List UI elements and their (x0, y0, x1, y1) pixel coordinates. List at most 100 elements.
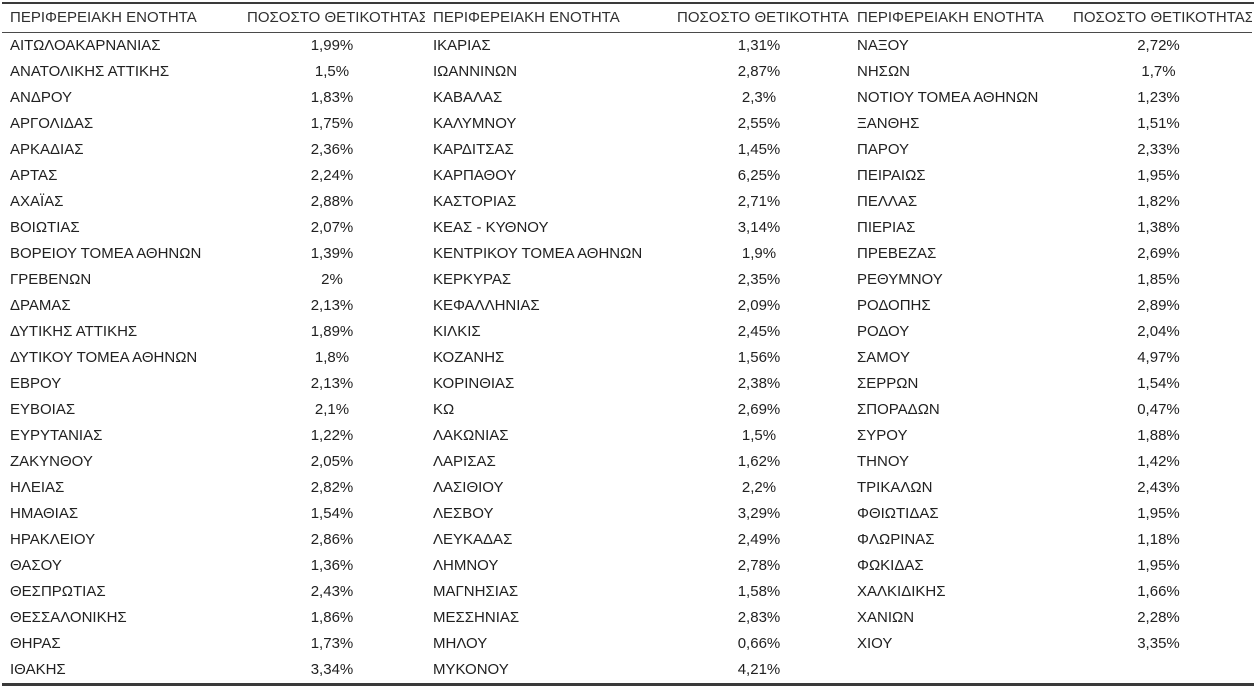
region-cell: ΦΘΙΩΤΙΔΑΣ (857, 505, 939, 522)
positivity-cell: 1,86% (310, 609, 354, 626)
region-cell: ΚΙΛΚΙΣ (433, 323, 481, 340)
region-cell: ΕΥΡΥΤΑΝΙΑΣ (10, 427, 103, 444)
positivity-cell: 2,45% (737, 323, 781, 340)
region-cell: ΙΘΑΚΗΣ (10, 661, 66, 678)
positivity-cell: 1,95% (1137, 167, 1180, 184)
region-cell: ΚΩ (433, 401, 455, 418)
positivity-cell: 2,71% (737, 193, 781, 210)
column-header-positivity-2: ΠΟΣΟΣΤΟ ΘΕΤΙΚΟΤΗΤΑΣ (669, 4, 849, 33)
column-header-region-2: ΠΕΡΙΦΕΡΕΙΑΚΗ ΕΝΟΤΗΤΑ (425, 4, 669, 33)
region-cell: ΘΕΣΣΑΛΟΝΙΚΗΣ (10, 609, 127, 626)
positivity-cell: 2,49% (737, 531, 781, 548)
region-cell: ΚΕΦΑΛΛΗΝΙΑΣ (433, 297, 540, 314)
positivity-cell: 2,13% (310, 297, 354, 314)
positivity-cell: 2,55% (737, 115, 781, 132)
positivity-cell: 2,28% (1137, 609, 1180, 626)
region-cell: ΚΟΡΙΝΘΙΑΣ (433, 375, 515, 392)
column-header-positivity-3: ΠΟΣΟΣΤΟ ΘΕΤΙΚΟΤΗΤΑΣ (1065, 4, 1252, 33)
region-cell: ΦΩΚΙΔΑΣ (857, 557, 924, 574)
positivity-cell: 2,05% (310, 453, 354, 470)
region-cell: ΛΑΚΩΝΙΑΣ (433, 427, 509, 444)
positivity-cell: 1,73% (310, 635, 354, 652)
region-cell: ΕΥΒΟΙΑΣ (10, 401, 76, 418)
region-cell: ΚΕΡΚΥΡΑΣ (433, 271, 512, 288)
positivity-cell: 1,18% (1137, 531, 1180, 548)
region-cell: ΝΟΤΙΟΥ ΤΟΜΕΑ ΑΘΗΝΩΝ (857, 89, 1039, 106)
region-cell: ΠΕΛΛΑΣ (857, 193, 918, 210)
positivity-cell: 2,69% (1137, 245, 1180, 262)
region-cell: ΑΝΑΤΟΛΙΚΗΣ ΑΤΤΙΚΗΣ (10, 63, 170, 80)
region-cell: ΒΟΙΩΤΙΑΣ (10, 219, 80, 236)
region-cell: ΑΝΔΡΟΥ (10, 89, 73, 106)
region-cell: ΕΒΡΟΥ (10, 375, 62, 392)
positivity-cell: 1,75% (310, 115, 354, 132)
positivity-cell: 1,22% (310, 427, 354, 444)
region-cell: ΠΕΙΡΑΙΩΣ (857, 167, 926, 184)
positivity-cell: 1,45% (737, 141, 781, 158)
region-cell: ΧΑΝΙΩΝ (857, 609, 915, 626)
positivity-cell: 0,66% (737, 635, 781, 652)
positivity-cell: 6,25% (737, 167, 781, 184)
positivity-cell: 1,23% (1137, 89, 1180, 106)
positivity-cell: 1,7% (1141, 63, 1176, 80)
region-cell: ΘΑΣΟΥ (10, 557, 62, 574)
positivity-cell: 2,38% (737, 375, 781, 392)
positivity-cell: 1,51% (1137, 115, 1180, 132)
positivity-cell: 1,66% (1137, 583, 1180, 600)
region-cell: ΚΑΡΔΙΤΣΑΣ (433, 141, 514, 158)
positivity-cell: 1,54% (1137, 375, 1180, 392)
positivity-cell: 1,54% (310, 505, 354, 522)
region-cell: ΣΕΡΡΩΝ (857, 375, 919, 392)
positivity-cell: 1,8% (314, 349, 350, 366)
positivity-table-grid: ΠΕΡΙΦΕΡΕΙΑΚΗ ΕΝΟΤΗΤΑ ΠΟΣΟΣΤΟ ΘΕΤΙΚΟΤΗΤΑΣ… (2, 4, 1254, 683)
positivity-cell: 2,83% (737, 609, 781, 626)
positivity-cell: 1,89% (310, 323, 354, 340)
positivity-cell: 1,39% (310, 245, 354, 262)
region-cell: ΤΗΝΟΥ (857, 453, 910, 470)
region-cell: ΚΕΑΣ - ΚΥΘΝΟΥ (433, 219, 549, 236)
positivity-cell: 2,07% (310, 219, 354, 236)
positivity-cell: 2,89% (1137, 297, 1180, 314)
positivity-cell: 3,29% (737, 505, 781, 522)
region-cell: ΘΕΣΠΡΩΤΙΑΣ (10, 583, 106, 600)
positivity-cell: 2,33% (1137, 141, 1180, 158)
region-cell: ΦΛΩΡΙΝΑΣ (857, 531, 935, 548)
region-cell: ΜΑΓΝΗΣΙΑΣ (433, 583, 519, 600)
region-cell: ΚΑΛΥΜΝΟΥ (433, 115, 517, 132)
positivity-cell: 2% (321, 271, 343, 288)
positivity-cell: 1,82% (1137, 193, 1180, 210)
region-cell: ΘΗΡΑΣ (10, 635, 61, 652)
positivity-cell: 1,95% (1137, 557, 1180, 574)
positivity-cell: 1,56% (737, 349, 781, 366)
region-cell: ΗΡΑΚΛΕΙΟΥ (10, 531, 96, 548)
column-header-positivity-1: ΠΟΣΟΣΤΟ ΘΕΤΙΚΟΤΗΤΑΣ (239, 4, 425, 33)
positivity-cell: 1,88% (1137, 427, 1180, 444)
positivity-cell: 2,87% (737, 63, 781, 80)
positivity-cell: 3,34% (310, 661, 354, 678)
positivity-cell: 1,42% (1137, 453, 1180, 470)
positivity-cell: 1,83% (310, 89, 354, 106)
region-cell: ΡΟΔΟΥ (857, 323, 910, 340)
positivity-cell: 2,82% (310, 479, 354, 496)
region-cell: ΣΥΡΟΥ (857, 427, 908, 444)
region-cell: ΗΜΑΘΙΑΣ (10, 505, 79, 522)
region-cell: ΛΗΜΝΟΥ (433, 557, 499, 574)
region-cell: ΚΑΡΠΑΘΟΥ (433, 167, 517, 184)
positivity-cell: 2,3% (741, 89, 777, 106)
positivity-cell: 4,97% (1137, 349, 1180, 366)
positivity-cell: 2,09% (737, 297, 781, 314)
positivity-cell: 2,43% (310, 583, 354, 600)
positivity-cell (1065, 657, 1252, 683)
region-cell: ΤΡΙΚΑΛΩΝ (857, 479, 933, 496)
region-cell: ΛΕΣΒΟΥ (433, 505, 494, 522)
region-cell: ΜΥΚΟΝΟΥ (433, 661, 509, 678)
positivity-cell: 1,9% (741, 245, 777, 262)
positivity-cell: 2,78% (737, 557, 781, 574)
positivity-cell: 2,43% (1137, 479, 1180, 496)
positivity-cell: 1,99% (310, 37, 354, 54)
positivity-cell: 2,2% (741, 479, 777, 496)
positivity-cell: 2,72% (1137, 37, 1180, 54)
region-cell: ΛΑΣΙΘΙΟΥ (433, 479, 504, 496)
region-cell: ΔΥΤΙΚΗΣ ΑΤΤΙΚΗΣ (10, 323, 138, 340)
